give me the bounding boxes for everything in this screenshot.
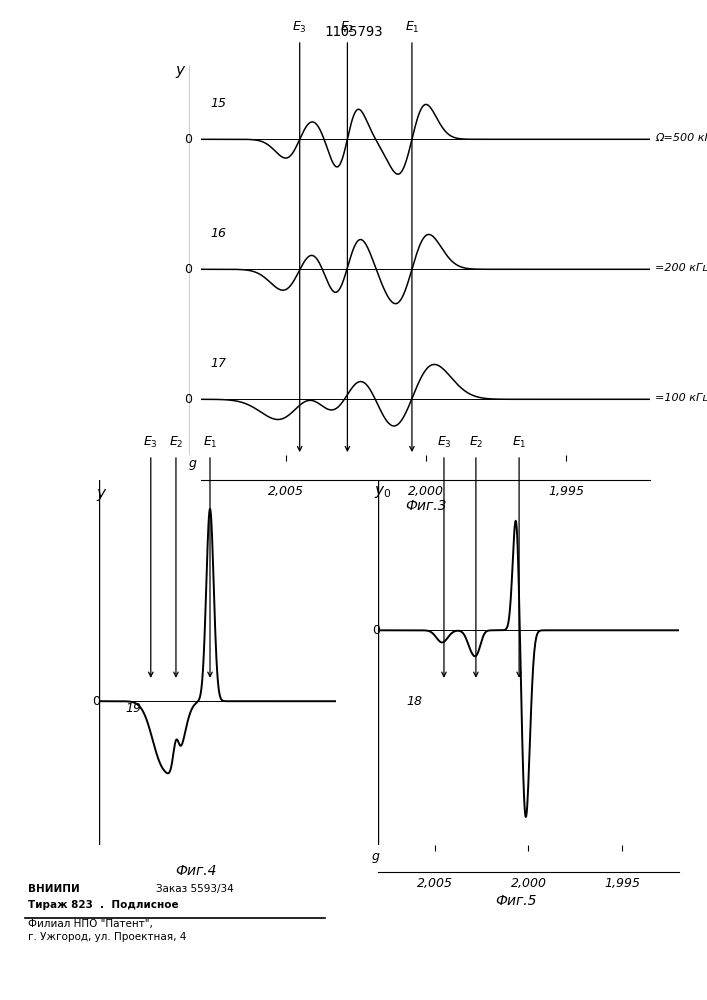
- Text: г. Ужгород, ул. Проектная, 4: г. Ужгород, ул. Проектная, 4: [28, 932, 187, 942]
- Text: $E_2$: $E_2$: [340, 20, 355, 35]
- Text: $E_1$: $E_1$: [404, 20, 419, 35]
- Text: g: g: [189, 457, 197, 470]
- Text: 0: 0: [372, 624, 380, 637]
- Text: y: y: [96, 486, 105, 501]
- Text: 1105793: 1105793: [325, 25, 382, 39]
- Text: Филиал НПО "Патент",: Филиал НПО "Патент",: [28, 919, 153, 929]
- Text: $y_0$: $y_0$: [375, 484, 392, 500]
- Text: $E_3$: $E_3$: [144, 435, 158, 450]
- Text: $E_1$: $E_1$: [512, 435, 527, 450]
- Text: =200 кГц: =200 кГц: [655, 262, 707, 272]
- Text: Фиг.5: Фиг.5: [496, 894, 537, 908]
- Text: ВНИИПИ: ВНИИПИ: [28, 884, 80, 894]
- Text: 16: 16: [211, 227, 226, 240]
- Text: 0: 0: [185, 393, 192, 406]
- Text: g: g: [371, 850, 379, 863]
- Text: 19: 19: [126, 702, 141, 715]
- Text: $E_1$: $E_1$: [203, 435, 217, 450]
- Text: Заказ 5593/34: Заказ 5593/34: [156, 884, 233, 894]
- Text: Фиг.4: Фиг.4: [175, 864, 217, 878]
- Text: 15: 15: [211, 97, 226, 110]
- Text: 0: 0: [185, 133, 192, 146]
- Text: =100 кГц: =100 кГц: [655, 392, 707, 402]
- Text: 0: 0: [93, 695, 100, 708]
- Text: $E_3$: $E_3$: [437, 435, 451, 450]
- Text: $E_2$: $E_2$: [169, 435, 183, 450]
- Text: $E_2$: $E_2$: [469, 435, 483, 450]
- Text: 17: 17: [211, 357, 226, 370]
- Text: 18: 18: [407, 695, 422, 708]
- Text: 0: 0: [185, 263, 192, 276]
- Text: Тираж 823  .  Подлисное: Тираж 823 . Подлисное: [28, 900, 179, 910]
- Text: Фиг.3: Фиг.3: [405, 499, 447, 513]
- Text: $E_3$: $E_3$: [292, 20, 307, 35]
- Text: Ω=500 кГц: Ω=500 кГц: [655, 132, 707, 142]
- Text: y: y: [176, 63, 185, 78]
